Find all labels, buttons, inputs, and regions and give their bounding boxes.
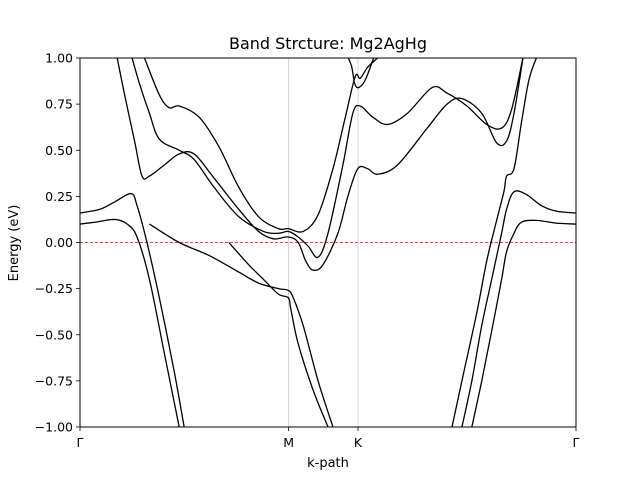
y-tick-label: −0.50 <box>35 327 73 342</box>
x-tick-label: K <box>354 435 363 450</box>
y-tick-label: 1.00 <box>45 51 73 66</box>
band-line-7 <box>149 223 334 427</box>
band-line-6 <box>347 58 375 89</box>
band-line-8 <box>228 242 329 427</box>
y-tick-label: 0.50 <box>45 143 73 158</box>
x-tick-label: Γ <box>573 435 580 450</box>
y-axis-ticks: −1.00 −0.75 −0.50 −0.25 0.00 0.25 0.50 0.75 1.00 <box>35 51 80 435</box>
y-axis-label: Energy (eV) <box>7 205 22 282</box>
band-line-2 <box>80 218 180 427</box>
band-line-4 <box>131 58 524 259</box>
y-tick-label: 0.00 <box>45 235 73 250</box>
x-tick-label: Γ <box>77 435 84 450</box>
y-tick-label: −1.00 <box>35 420 73 435</box>
y-tick-label: 0.75 <box>45 97 73 112</box>
x-axis-label: k-path <box>307 456 349 471</box>
band-line-3 <box>116 58 524 272</box>
band-line-1 <box>80 192 185 427</box>
y-tick-label: −0.75 <box>35 373 73 388</box>
band-line-10 <box>461 190 576 427</box>
band-lines <box>80 58 576 427</box>
chart-title: Band Strcture: Mg2AgHg <box>229 34 427 53</box>
y-tick-label: −0.25 <box>35 281 73 296</box>
band-line-5 <box>143 58 379 233</box>
kpath-lines <box>288 58 359 427</box>
y-tick-label: 0.25 <box>45 189 73 204</box>
band-line-11 <box>471 219 576 427</box>
band-line-9 <box>451 58 537 427</box>
x-tick-label: M <box>283 435 294 450</box>
